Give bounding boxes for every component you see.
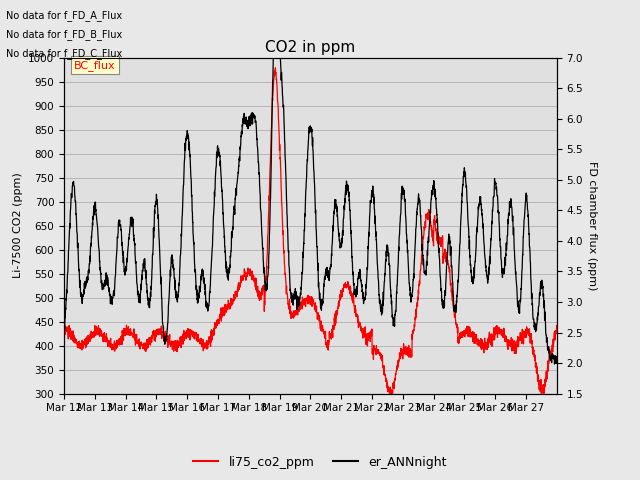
Legend: li75_co2_ppm, er_ANNnight: li75_co2_ppm, er_ANNnight [188,451,452,474]
Text: BC_flux: BC_flux [74,60,115,71]
Title: CO2 in ppm: CO2 in ppm [265,40,356,55]
Text: No data for f_FD_C_Flux: No data for f_FD_C_Flux [6,48,123,59]
Y-axis label: Li-7500 CO2 (ppm): Li-7500 CO2 (ppm) [13,173,22,278]
Y-axis label: FD chamber flux (ppm): FD chamber flux (ppm) [587,161,597,290]
Text: No data for f_FD_B_Flux: No data for f_FD_B_Flux [6,29,123,40]
Text: No data for f_FD_A_Flux: No data for f_FD_A_Flux [6,10,122,21]
